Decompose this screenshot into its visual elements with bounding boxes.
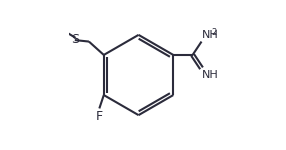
Text: F: F [96, 110, 103, 123]
Text: NH: NH [202, 30, 219, 40]
Text: NH: NH [202, 69, 219, 80]
Text: S: S [72, 33, 80, 46]
Text: 2: 2 [211, 28, 216, 37]
